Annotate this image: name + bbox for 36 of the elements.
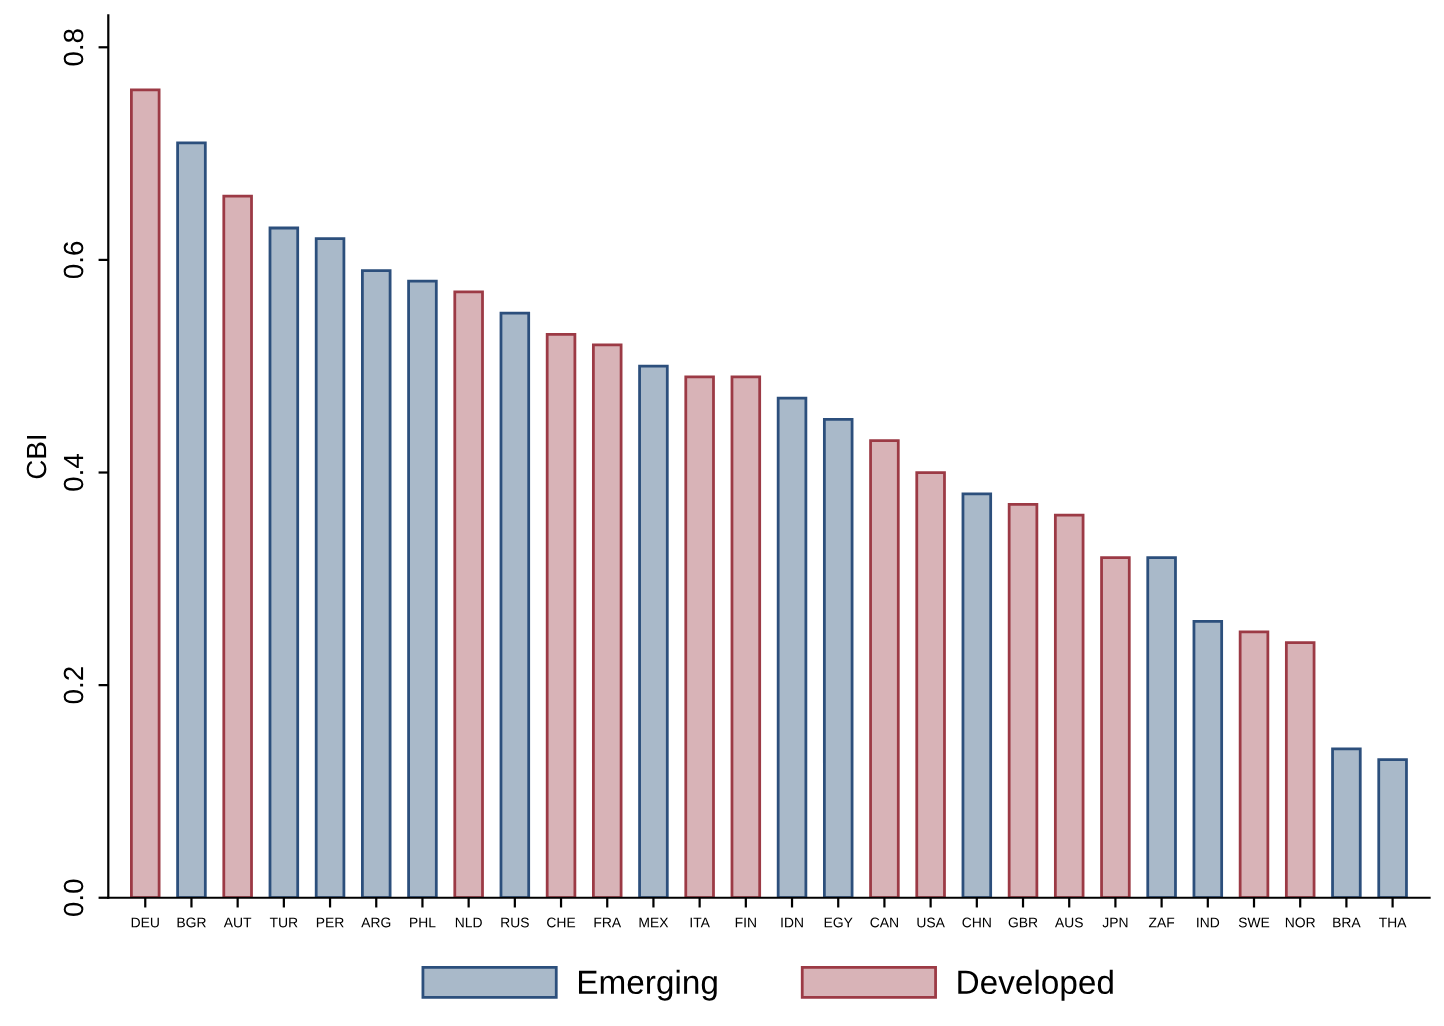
bar [453,290,484,898]
bar [915,471,946,898]
bar [1284,641,1316,898]
bar [1146,556,1177,898]
bar [1053,513,1085,898]
y-tick-label: 0.2 [63,667,84,704]
bar [130,88,161,898]
y-tick-label: 0.6 [63,241,84,279]
bar [776,396,808,898]
bar [1331,747,1362,898]
bar [1192,619,1224,898]
bar [730,375,762,898]
bar [1100,556,1131,898]
y-tick-label: 0.4 [63,454,84,491]
legend-label: Emerging [578,969,717,1001]
bar [591,343,623,898]
bar [545,332,577,898]
legend-label: Developed [958,969,1113,1001]
y-tick-label: 0.8 [63,29,84,66]
bar [176,141,207,898]
y-axis-title: CBI [26,435,47,479]
bar [499,311,531,898]
bar [268,226,300,898]
bar [314,237,346,898]
bar [1238,630,1270,898]
bar [407,279,438,898]
bar [961,492,993,898]
bar [869,439,900,898]
bar [222,194,253,898]
bar [1377,758,1408,898]
bar [638,364,669,898]
bar [361,269,392,898]
y-tick-label: 0.0 [63,879,84,916]
bar [1007,503,1039,898]
bar [822,417,854,898]
bar [684,375,715,898]
